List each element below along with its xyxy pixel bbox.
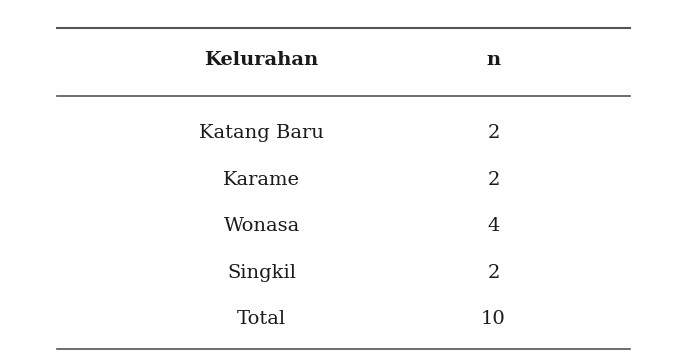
Text: 2: 2 <box>487 264 499 282</box>
Text: Singkil: Singkil <box>227 264 296 282</box>
Text: Total: Total <box>237 310 286 328</box>
Text: 10: 10 <box>481 310 506 328</box>
Text: Wonasa: Wonasa <box>223 217 300 235</box>
Text: Katang Baru: Katang Baru <box>199 124 324 142</box>
Text: 2: 2 <box>487 124 499 142</box>
Text: Karame: Karame <box>223 171 300 189</box>
Text: Kelurahan: Kelurahan <box>205 51 319 69</box>
Text: n: n <box>486 51 501 69</box>
Text: 2: 2 <box>487 171 499 189</box>
Text: 4: 4 <box>487 217 499 235</box>
